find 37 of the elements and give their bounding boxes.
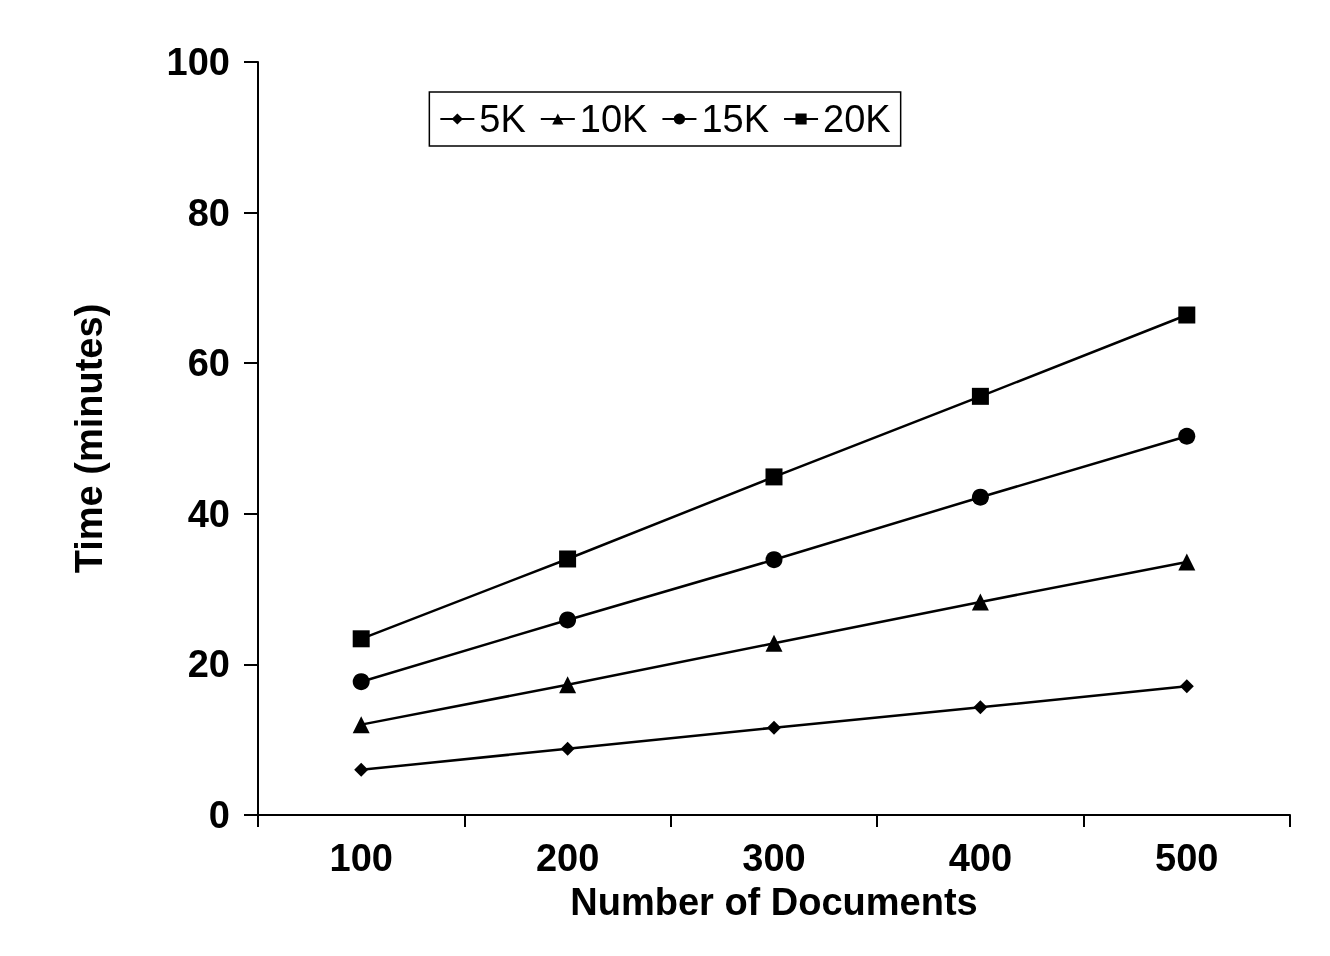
y-tick-label: 100	[166, 41, 230, 83]
point	[971, 593, 989, 611]
point	[765, 551, 783, 569]
y-tick-label: 80	[187, 191, 230, 234]
point	[1178, 427, 1196, 445]
y-tick-label: 60	[187, 342, 230, 385]
point	[352, 673, 370, 691]
legend-label: 5K	[479, 98, 526, 140]
x-axis-title: Number of Documents	[570, 881, 978, 923]
legend-label: 10K	[579, 98, 648, 140]
point	[559, 550, 577, 568]
point	[560, 741, 575, 756]
x-tick-label: 500	[1155, 837, 1219, 879]
y-tick-label: 40	[187, 492, 230, 535]
point	[1178, 553, 1196, 571]
x-tick-label: 400	[948, 837, 1013, 879]
x-tick-label: 300	[742, 837, 806, 879]
point	[352, 716, 370, 734]
point	[767, 720, 781, 735]
point	[559, 611, 577, 629]
y-tick-label: 0	[208, 794, 230, 836]
point	[1178, 306, 1196, 324]
point	[765, 468, 783, 486]
legend-label: 20K	[823, 98, 891, 140]
point	[354, 762, 369, 777]
legend-label: 15K	[701, 98, 770, 140]
point	[765, 634, 783, 652]
point	[352, 630, 370, 648]
x-tick-label: 200	[535, 837, 600, 879]
point	[1179, 679, 1194, 694]
y-tick-label: 20	[187, 643, 230, 686]
x-tick-label: 100	[329, 837, 393, 879]
point	[559, 676, 577, 694]
point	[971, 488, 989, 506]
y-axis-title: Time (minutes)	[68, 303, 110, 574]
point	[973, 700, 988, 715]
point	[971, 387, 989, 405]
